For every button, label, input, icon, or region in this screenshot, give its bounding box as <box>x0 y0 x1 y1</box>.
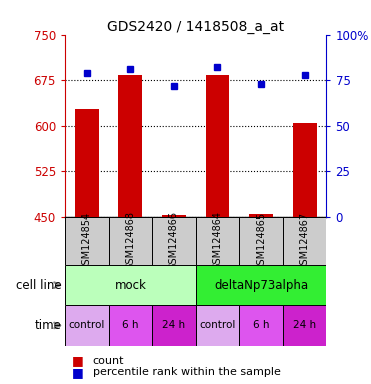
Text: ■: ■ <box>72 366 84 379</box>
Bar <box>196 217 239 265</box>
Bar <box>65 217 109 265</box>
Text: GSM124866: GSM124866 <box>169 212 179 270</box>
Bar <box>75 109 99 217</box>
Bar <box>283 305 326 346</box>
Text: time: time <box>35 319 61 332</box>
Bar <box>65 305 109 346</box>
Bar <box>206 75 230 217</box>
Text: mock: mock <box>114 279 146 291</box>
Title: GDS2420 / 1418508_a_at: GDS2420 / 1418508_a_at <box>107 20 284 33</box>
Bar <box>196 305 239 346</box>
Bar <box>65 265 196 305</box>
Text: 24 h: 24 h <box>293 320 316 331</box>
Bar <box>239 217 283 265</box>
Text: count: count <box>93 356 124 366</box>
Bar <box>152 217 196 265</box>
Bar <box>196 265 326 305</box>
Bar <box>162 215 186 217</box>
Bar <box>152 305 196 346</box>
Text: ■: ■ <box>72 354 84 367</box>
Text: GSM124854: GSM124854 <box>82 212 92 270</box>
Text: GSM124867: GSM124867 <box>300 212 310 270</box>
Text: 6 h: 6 h <box>122 320 138 331</box>
Text: 6 h: 6 h <box>253 320 269 331</box>
Text: GSM124865: GSM124865 <box>256 212 266 270</box>
Bar <box>249 214 273 217</box>
Text: deltaNp73alpha: deltaNp73alpha <box>214 279 308 291</box>
Bar <box>283 217 326 265</box>
Text: control: control <box>199 320 236 331</box>
Text: 24 h: 24 h <box>162 320 186 331</box>
Text: GSM124864: GSM124864 <box>213 212 223 270</box>
Bar <box>293 123 317 217</box>
Bar <box>239 305 283 346</box>
Bar <box>109 305 152 346</box>
Bar <box>118 75 142 217</box>
Bar <box>109 217 152 265</box>
Text: GSM124868: GSM124868 <box>125 212 135 270</box>
Text: percentile rank within the sample: percentile rank within the sample <box>93 367 280 377</box>
Text: control: control <box>69 320 105 331</box>
Text: cell line: cell line <box>16 279 61 291</box>
